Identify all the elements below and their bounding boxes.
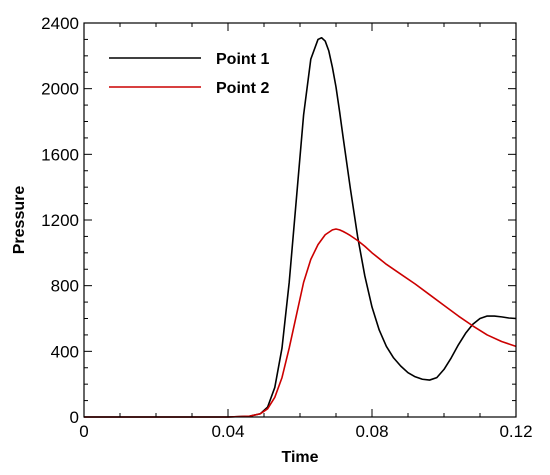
y-tick-label: 1200 — [41, 211, 79, 230]
y-tick-label: 2400 — [41, 14, 79, 33]
y-axis-title: Pressure — [11, 186, 28, 255]
x-tick-label: 0 — [79, 422, 88, 441]
y-tick-label: 800 — [51, 277, 79, 296]
series-line-2 — [84, 228, 517, 418]
y-tick-label: 2000 — [41, 80, 79, 99]
y-tick-label: 400 — [51, 342, 79, 361]
legend: Point 1 Point 2 — [109, 51, 269, 97]
axis-ticks — [83, 22, 517, 418]
legend-label-point-2: Point 2 — [216, 80, 269, 97]
legend-label-point-1: Point 1 — [216, 51, 269, 68]
y-tick-label: 1600 — [41, 145, 79, 164]
y-tick-label: 0 — [70, 408, 79, 427]
series-line-1 — [84, 36, 517, 418]
x-axis-title: Time — [281, 449, 318, 466]
x-tick-label: 0.12 — [499, 422, 532, 441]
axis-tick-labels: 0 0.04 0.08 0.12 0 400 800 1200 1600 2000 2400 — [41, 14, 532, 441]
x-tick-label: 0.04 — [211, 422, 244, 441]
x-tick-label: 0.08 — [355, 422, 388, 441]
series-curves — [84, 36, 517, 418]
